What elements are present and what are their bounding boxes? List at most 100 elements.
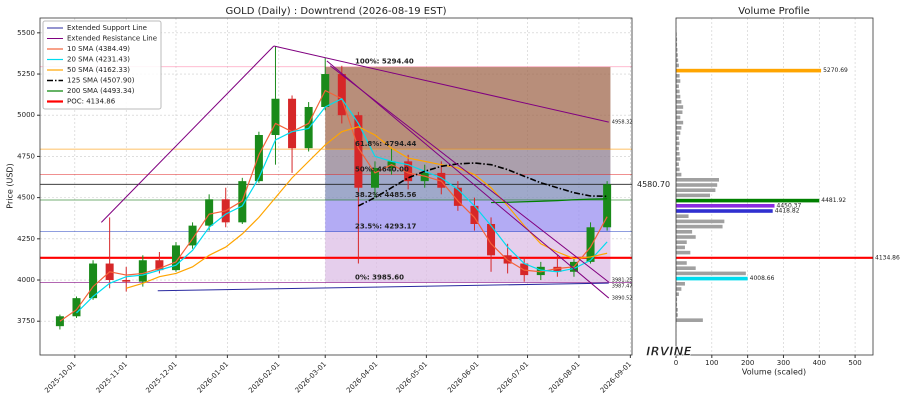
main-plot bbox=[40, 18, 632, 355]
candle-body bbox=[271, 98, 280, 136]
profile-label: 4450.37 bbox=[777, 202, 802, 209]
x-tick-label: 200 bbox=[741, 359, 754, 367]
profile-bar bbox=[676, 105, 684, 109]
profile-bar bbox=[676, 245, 685, 250]
profile-bar bbox=[676, 281, 685, 286]
x-tick-label: 300 bbox=[777, 359, 790, 367]
candle-body bbox=[520, 263, 529, 276]
profile-frame bbox=[675, 17, 874, 356]
trend-end-label: 3890.52 bbox=[612, 296, 633, 302]
candle-body bbox=[205, 199, 214, 226]
profile-label: 4418.82 bbox=[775, 208, 800, 215]
y-axis-label: Price (USD) bbox=[6, 163, 15, 208]
legend-label: Extended Support Line bbox=[67, 24, 147, 32]
profile-bar bbox=[676, 89, 680, 94]
y-tick-label: 4000 bbox=[17, 276, 35, 284]
profile-bar bbox=[676, 183, 718, 187]
profile-bar bbox=[676, 79, 681, 83]
fib-band bbox=[325, 200, 611, 232]
profile-label: 5270.69 bbox=[823, 67, 848, 74]
candle-body bbox=[254, 135, 263, 182]
x-tick-label: 2026-05-01 bbox=[395, 360, 429, 394]
x-tick-label: 0 bbox=[674, 359, 678, 367]
legend-label: Extended Resistance Line bbox=[67, 35, 157, 43]
profile-bar bbox=[676, 37, 678, 42]
candle-body bbox=[536, 266, 545, 276]
legend-label: 20 SMA (4231.43) bbox=[67, 56, 130, 64]
candle-body bbox=[288, 98, 297, 149]
candle-body bbox=[404, 161, 413, 182]
legend-label: 125 SMA (4507.90) bbox=[67, 77, 135, 85]
x-tick-label: 2025-11-01 bbox=[95, 360, 129, 394]
candle-body bbox=[354, 115, 363, 188]
legend-label: 50 SMA (4162.33) bbox=[67, 66, 130, 74]
fib-label: 23.5%: 4293.17 bbox=[355, 223, 417, 231]
candle-body bbox=[370, 167, 379, 188]
y-tick-label: 3750 bbox=[17, 317, 35, 325]
profile-bar bbox=[676, 261, 687, 265]
profile-bar bbox=[676, 219, 725, 224]
candle-body bbox=[470, 205, 479, 224]
profile-bar bbox=[676, 276, 748, 281]
profile-bar bbox=[676, 141, 680, 146]
y-tick-label: 4750 bbox=[17, 152, 35, 160]
profile-bar bbox=[676, 42, 678, 47]
profile-bar bbox=[676, 292, 679, 296]
profile-bar bbox=[676, 100, 682, 104]
x-tick-label: 2026-08-01 bbox=[547, 360, 581, 394]
trend-end-label: 3981.25 bbox=[612, 278, 633, 284]
x-tick-label: 2026-01-01 bbox=[196, 360, 230, 394]
trend-end-label: 4958.32 bbox=[612, 120, 633, 126]
candle-body bbox=[603, 184, 612, 228]
profile-bar bbox=[676, 214, 689, 219]
y-tick-label: 4500 bbox=[17, 194, 35, 202]
trend-line bbox=[100, 45, 275, 223]
trend-line bbox=[157, 282, 609, 292]
profile-bar bbox=[676, 94, 681, 99]
candle-body bbox=[89, 263, 98, 299]
candle-body bbox=[188, 225, 197, 246]
x-tick-label: 100 bbox=[705, 359, 718, 367]
profile-bar bbox=[676, 146, 679, 151]
profile-bar bbox=[676, 198, 820, 203]
y-tick-label: 4250 bbox=[17, 235, 35, 243]
profile-bar bbox=[676, 188, 716, 193]
profile-bar bbox=[676, 318, 703, 322]
profile-x-label: Volume (scaled) bbox=[742, 368, 806, 377]
profile-bar bbox=[676, 53, 678, 57]
profile-bar bbox=[676, 58, 679, 63]
candle-body bbox=[238, 181, 247, 223]
candle-body bbox=[337, 74, 346, 116]
main-frame bbox=[39, 17, 633, 356]
sma-line bbox=[358, 162, 608, 207]
profile-bar bbox=[676, 209, 773, 213]
x-tick-label: 400 bbox=[813, 359, 826, 367]
fib-label: 100%: 5294.40 bbox=[355, 58, 414, 66]
profile-bar bbox=[676, 167, 680, 172]
y-tick-label: 5250 bbox=[17, 70, 35, 78]
legend-box bbox=[42, 20, 162, 110]
profile-bar bbox=[676, 229, 693, 234]
candle-body bbox=[171, 245, 180, 271]
sma-line bbox=[59, 89, 608, 322]
candle-body bbox=[453, 187, 462, 206]
profile-bar bbox=[676, 110, 683, 115]
last-price-label: 4580.70 bbox=[637, 180, 670, 189]
x-tick-label: 2026-03-01 bbox=[294, 360, 328, 394]
candle-body bbox=[155, 260, 164, 271]
trend-line bbox=[273, 45, 609, 123]
x-tick-label: 2026-07-01 bbox=[496, 360, 530, 394]
legend-label: 10 SMA (4384.49) bbox=[67, 45, 130, 53]
fib-label: 0%: 3985.60 bbox=[355, 273, 404, 281]
profile-bar bbox=[676, 224, 723, 229]
profile-bar bbox=[676, 204, 775, 208]
profile-bar bbox=[676, 313, 678, 317]
watermark: IRVINE bbox=[646, 345, 693, 359]
profile-bar bbox=[676, 297, 678, 302]
profile-label: 4481.92 bbox=[821, 197, 846, 204]
profile-bar bbox=[676, 63, 679, 68]
legend-label: 200 SMA (4493.34) bbox=[67, 87, 135, 95]
profile-bar bbox=[676, 131, 681, 135]
profile-bar bbox=[676, 120, 684, 125]
legend-label: POC: 4134.86 bbox=[67, 98, 116, 106]
